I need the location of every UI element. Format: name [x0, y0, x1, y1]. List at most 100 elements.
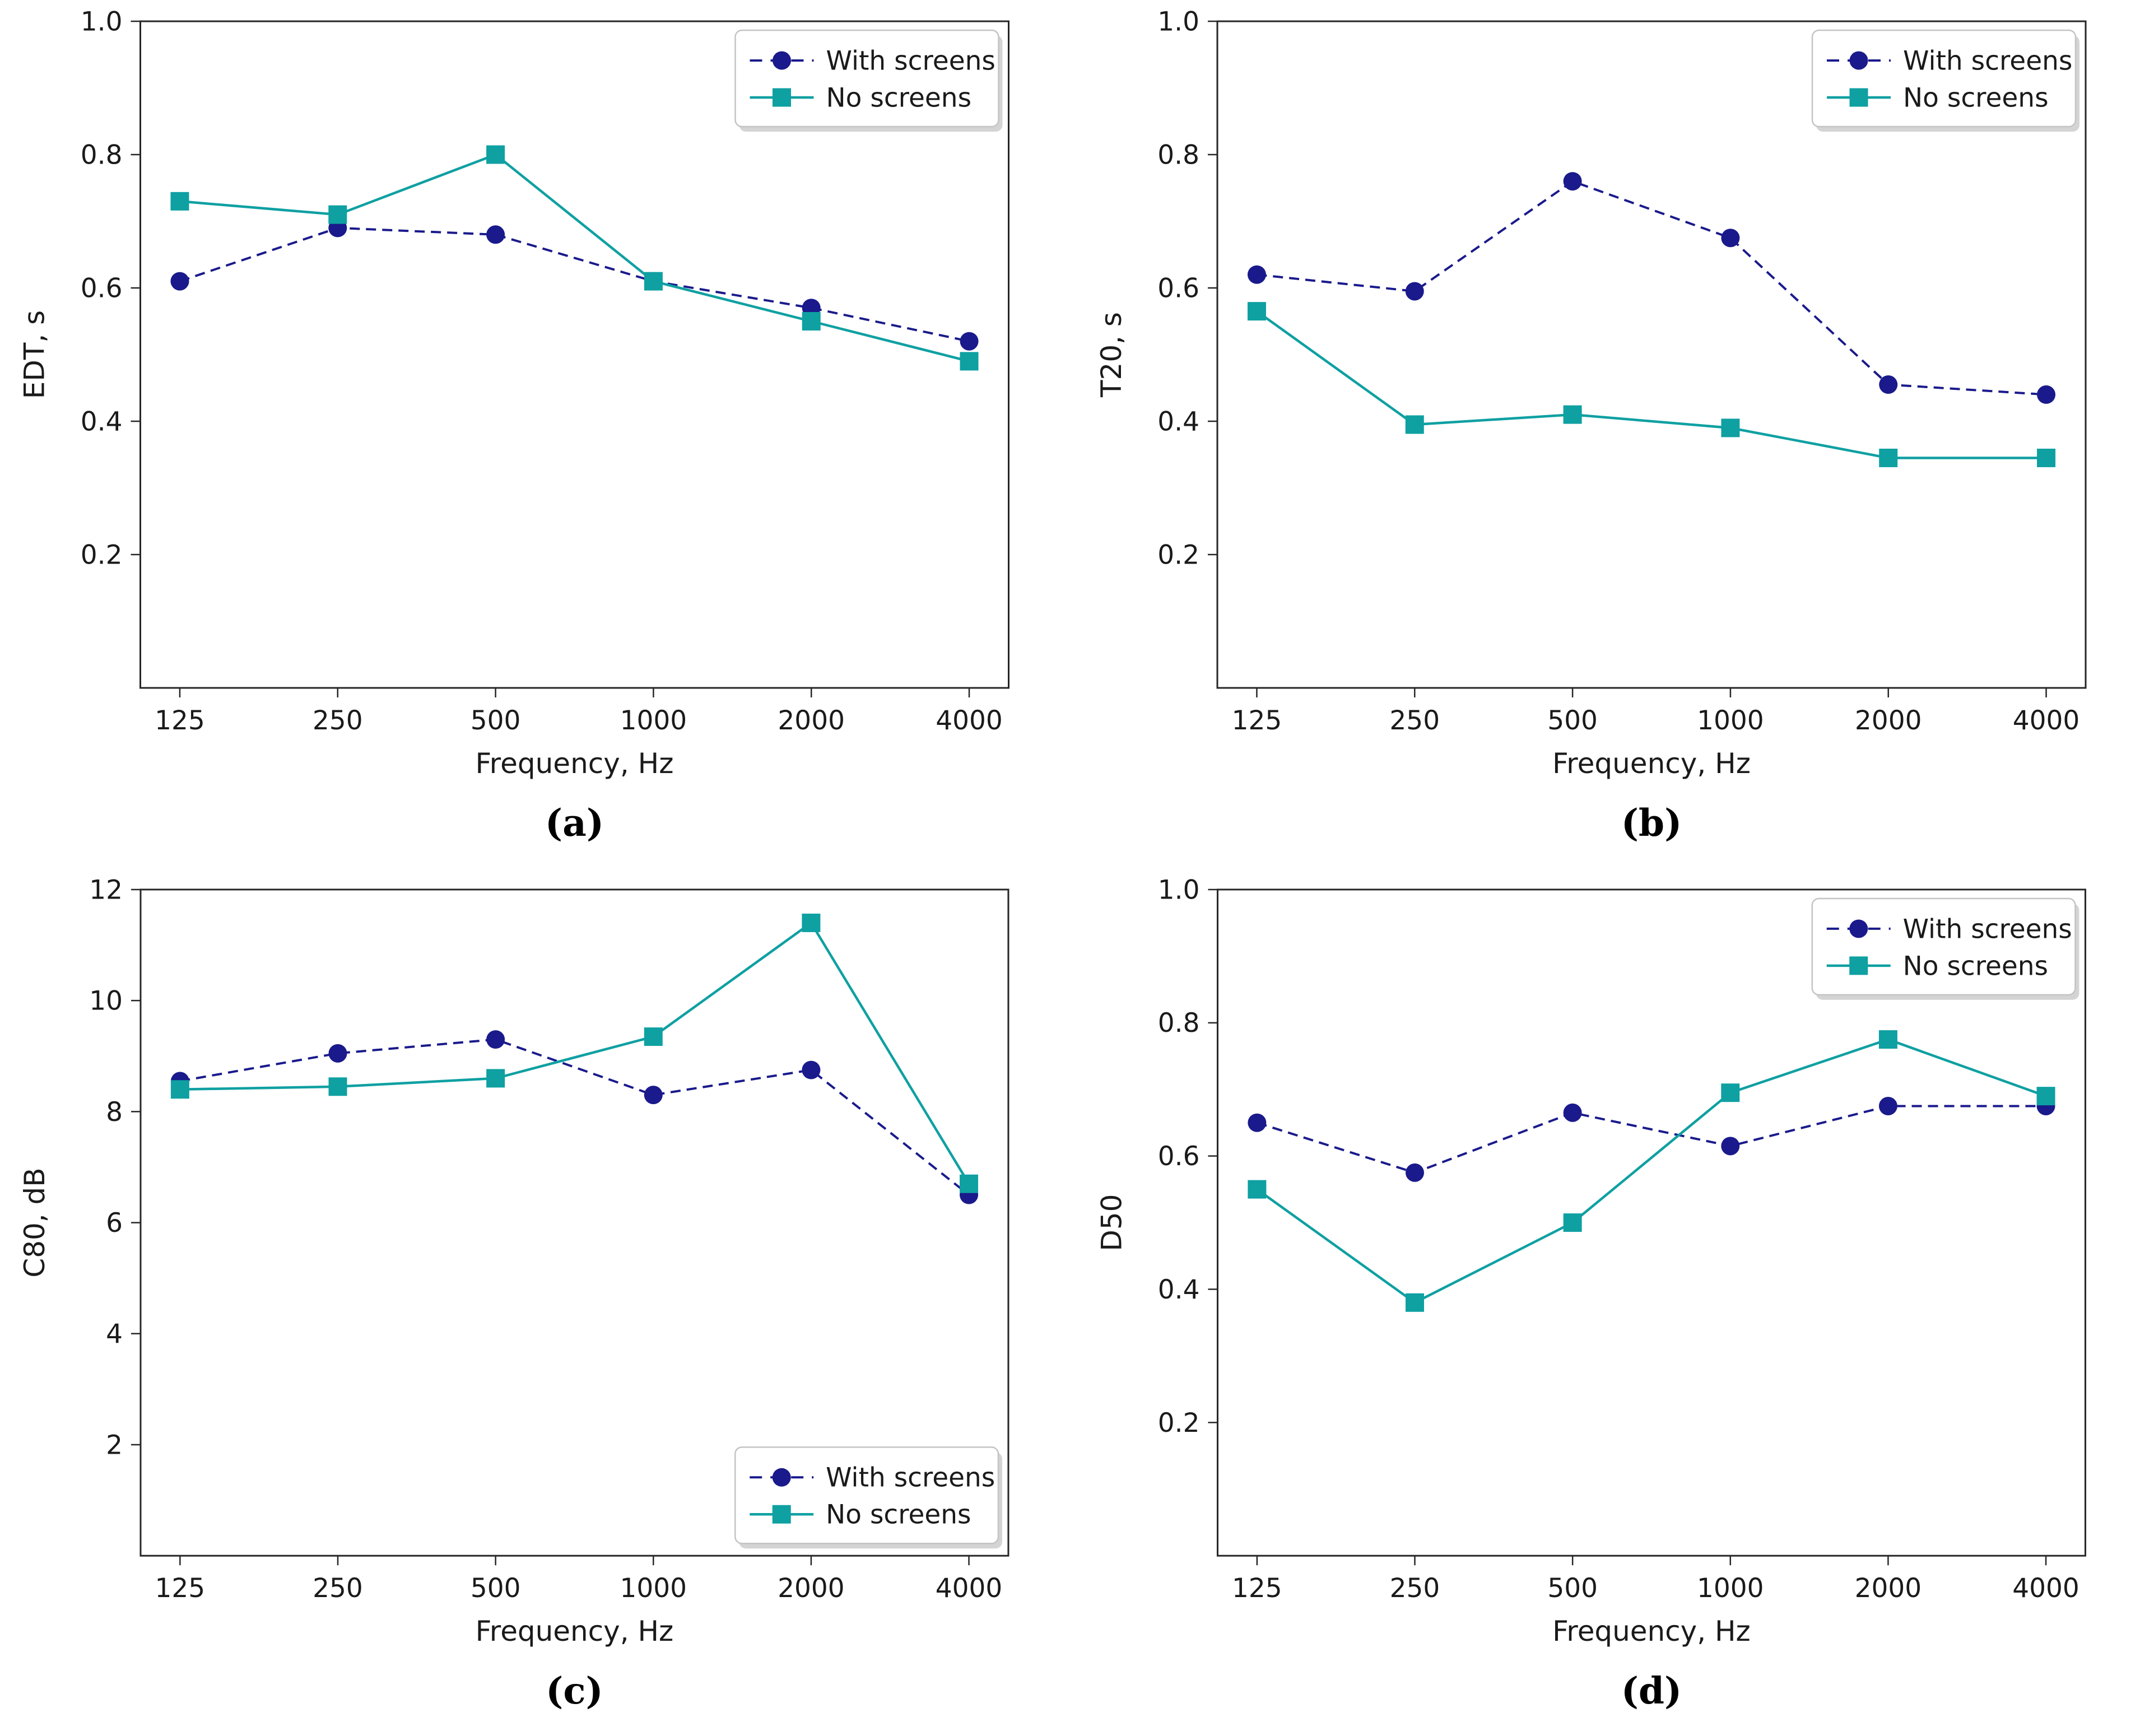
x-tick-label: 4000: [936, 1573, 1003, 1604]
data-point-square: [486, 1069, 505, 1088]
x-tick-label: 1000: [1697, 1573, 1764, 1604]
legend-label: No screens: [826, 1500, 971, 1530]
data-point-circle: [486, 225, 505, 244]
series-line-no-screens: [1256, 310, 2046, 459]
x-axis: 125 250 500 1000 2000 4000: [155, 688, 1003, 736]
y-tick-label: 0.8: [1158, 1008, 1200, 1039]
x-axis-title: Frequency, Hz: [476, 747, 674, 780]
y-tick-label: 4: [106, 1319, 123, 1349]
data-point-circle: [486, 1030, 505, 1049]
legend-label: No screens: [826, 82, 972, 113]
x-tick-label: 4000: [936, 705, 1003, 736]
series-line-no-screens: [179, 153, 970, 363]
x-tick-label: 4000: [2013, 705, 2080, 736]
series-line-with-screens: [179, 226, 970, 343]
y-tick-label: 0.6: [81, 273, 123, 304]
y-axis-title: T20, s: [1095, 312, 1128, 398]
series-line-no-screens: [1256, 1038, 2046, 1304]
legend-marker-circle: [1849, 51, 1868, 70]
x-tick-label: 1000: [620, 705, 687, 736]
data-point-square: [1248, 1180, 1267, 1199]
data-point-circle: [802, 1060, 821, 1079]
legend-label: With screens: [1903, 45, 2072, 76]
chart-c-canvas: 2 4 6 8 10 12 125 250 500 1000 2000 4000 Frequency, …: [18, 874, 1009, 1712]
chart-c-caption: (c): [546, 1669, 603, 1712]
legend-label: No screens: [1903, 82, 2049, 113]
data-point-square: [2037, 448, 2056, 467]
y-axis: 0.2 0.4 0.6 0.8 1.0: [1157, 6, 1217, 570]
data-point-square: [1878, 1030, 1897, 1049]
plot-frame: [139, 20, 1009, 689]
data-point-circle: [1721, 1137, 1740, 1156]
data-point-square: [802, 913, 821, 932]
y-tick-label: 0.2: [81, 539, 123, 570]
x-tick-label: 4000: [2012, 1573, 2079, 1604]
legend-marker-square: [1849, 88, 1868, 107]
series-no-screens: [1247, 302, 2056, 467]
chart-a-caption: (a): [545, 801, 604, 845]
x-tick-label: 250: [313, 705, 363, 736]
data-point-square: [486, 145, 505, 164]
x-axis: 125 250 500 1000 2000 4000: [1232, 688, 2080, 736]
data-point-square: [170, 192, 189, 211]
data-point-circle: [1247, 265, 1266, 284]
y-axis: 0.2 0.4 0.6 0.8 1.0: [81, 6, 141, 570]
x-tick-label: 2000: [778, 705, 845, 736]
data-point-square: [1406, 1293, 1424, 1312]
series-line-no-screens: [180, 921, 970, 1185]
legend: With screens No screens: [1811, 897, 2079, 1000]
y-tick-label: 0.4: [1157, 406, 1199, 437]
data-point-circle: [1879, 375, 1898, 394]
y-tick-label: 2: [106, 1430, 123, 1460]
data-point-circle: [1248, 1113, 1267, 1132]
data-point-circle: [1878, 1096, 1897, 1115]
data-point-square: [802, 312, 821, 331]
series-line-with-screens: [180, 1038, 970, 1196]
data-point-square: [1721, 418, 1740, 438]
chart-d-canvas: 0.2 0.4 0.6 0.8 1.0 125 250 500 1000 2000 4000 Freq…: [1096, 874, 2086, 1712]
chart-b-canvas: 0.2 0.4 0.6 0.8 1.0 125 250 500 1000 2000 4000 Freq…: [1095, 6, 2087, 845]
x-tick-label: 125: [1232, 1573, 1282, 1604]
y-tick-label: 1.0: [81, 6, 123, 37]
y-tick-label: 12: [89, 874, 123, 905]
chart-panel-a: 0.2 0.4 0.6 0.8 1.0 125 250 500 1000 2000 4000 Freq…: [0, 0, 1077, 868]
x-tick-label: 250: [313, 1573, 363, 1604]
y-tick-label: 0.4: [1158, 1274, 1200, 1305]
data-point-circle: [644, 1086, 663, 1105]
plot-frame: [1216, 20, 2087, 689]
legend: With screens No screens: [734, 1446, 1002, 1549]
data-point-circle: [1405, 282, 1424, 301]
y-tick-label: 1.0: [1157, 6, 1199, 37]
legend: With screens No screens: [734, 29, 1003, 132]
axis-titles: Frequency, Hz T20, s: [1095, 312, 1751, 780]
data-point-square: [960, 352, 979, 371]
data-point-circle: [1406, 1163, 1424, 1182]
chart-b-caption: (b): [1621, 801, 1682, 845]
y-tick-label: 10: [89, 986, 123, 1017]
x-tick-label: 500: [1547, 1573, 1598, 1604]
chart-d-caption: (d): [1621, 1669, 1682, 1712]
data-point-square: [170, 1080, 189, 1099]
plot-frame: [1216, 888, 2086, 1557]
chart-panel-c: 2 4 6 8 10 12 125 250 500 1000 2000 4000 Frequency, …: [0, 868, 1077, 1736]
data-point-circle: [1721, 229, 1740, 248]
data-point-circle: [960, 332, 979, 351]
y-tick-label: 0.2: [1158, 1408, 1200, 1439]
series-with-screens: [170, 218, 979, 351]
series-no-screens: [170, 913, 979, 1193]
chart-panel-d: 0.2 0.4 0.6 0.8 1.0 125 250 500 1000 2000 4000 Freq…: [1077, 868, 2154, 1736]
legend-label: With screens: [826, 45, 995, 76]
y-tick-label: 0.6: [1157, 273, 1199, 304]
x-tick-label: 125: [155, 705, 205, 736]
data-point-square: [1563, 405, 1582, 424]
data-point-square: [1563, 1213, 1582, 1232]
legend-marker-square: [1849, 956, 1868, 975]
series-with-screens: [1247, 172, 2056, 404]
x-tick-label: 125: [155, 1573, 206, 1604]
series-no-screens: [170, 145, 979, 371]
legend-marker-square: [772, 1505, 791, 1524]
legend-label: No screens: [1903, 951, 2048, 981]
x-tick-label: 2000: [1855, 705, 1922, 736]
y-tick-label: 1.0: [1158, 874, 1200, 905]
x-tick-label: 2000: [1855, 1573, 1922, 1604]
